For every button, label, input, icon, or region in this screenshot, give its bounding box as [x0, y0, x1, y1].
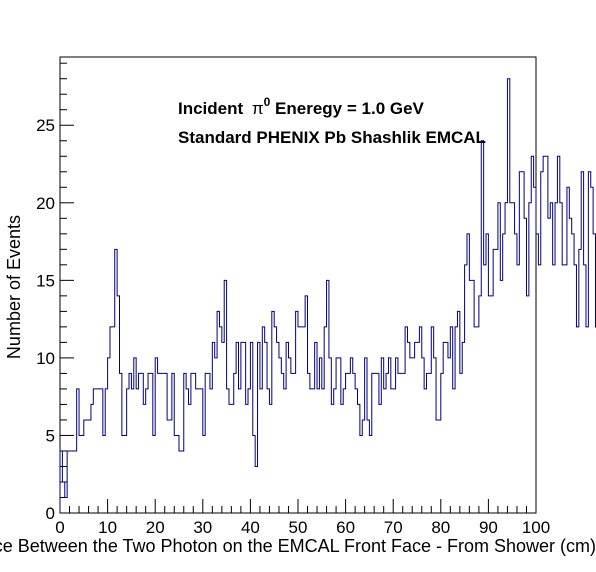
x-tick-label: 60: [336, 518, 355, 537]
x-tick-label: 100: [522, 518, 550, 537]
x-axis: 0 10 20 30 40 50 60 70 80 90 100: [55, 499, 550, 537]
y-tick-label: 5: [46, 426, 55, 445]
y-tick-label: 20: [36, 194, 55, 213]
x-tick-label: 50: [289, 518, 308, 537]
histogram-series: [59, 78, 596, 513]
y-tick-label: 25: [36, 116, 55, 135]
y-tick-label: 10: [36, 349, 55, 368]
y-tick-label: 15: [36, 271, 55, 290]
y-axis: 0 5 10 15 20 25: [36, 62, 74, 523]
x-tick-label: 0: [55, 518, 64, 537]
x-tick-label: 90: [479, 518, 498, 537]
x-tick-label: 10: [98, 518, 117, 537]
x-tick-label: 70: [384, 518, 403, 537]
annotation-energy: Incident π0 Eneregy = 1.0 GeV: [178, 95, 425, 118]
annotation-detector: Standard PHENIX Pb Shashlik EMCAL: [178, 128, 486, 147]
x-axis-title: Distance Between the Two Photon on the E…: [0, 536, 596, 556]
x-tick-label: 30: [193, 518, 212, 537]
x-tick-label: 20: [146, 518, 165, 537]
x-tick-label: 80: [431, 518, 450, 537]
y-tick-label: 0: [46, 504, 55, 523]
x-tick-label: 40: [241, 518, 260, 537]
y-axis-title: Number of Events: [4, 215, 24, 359]
